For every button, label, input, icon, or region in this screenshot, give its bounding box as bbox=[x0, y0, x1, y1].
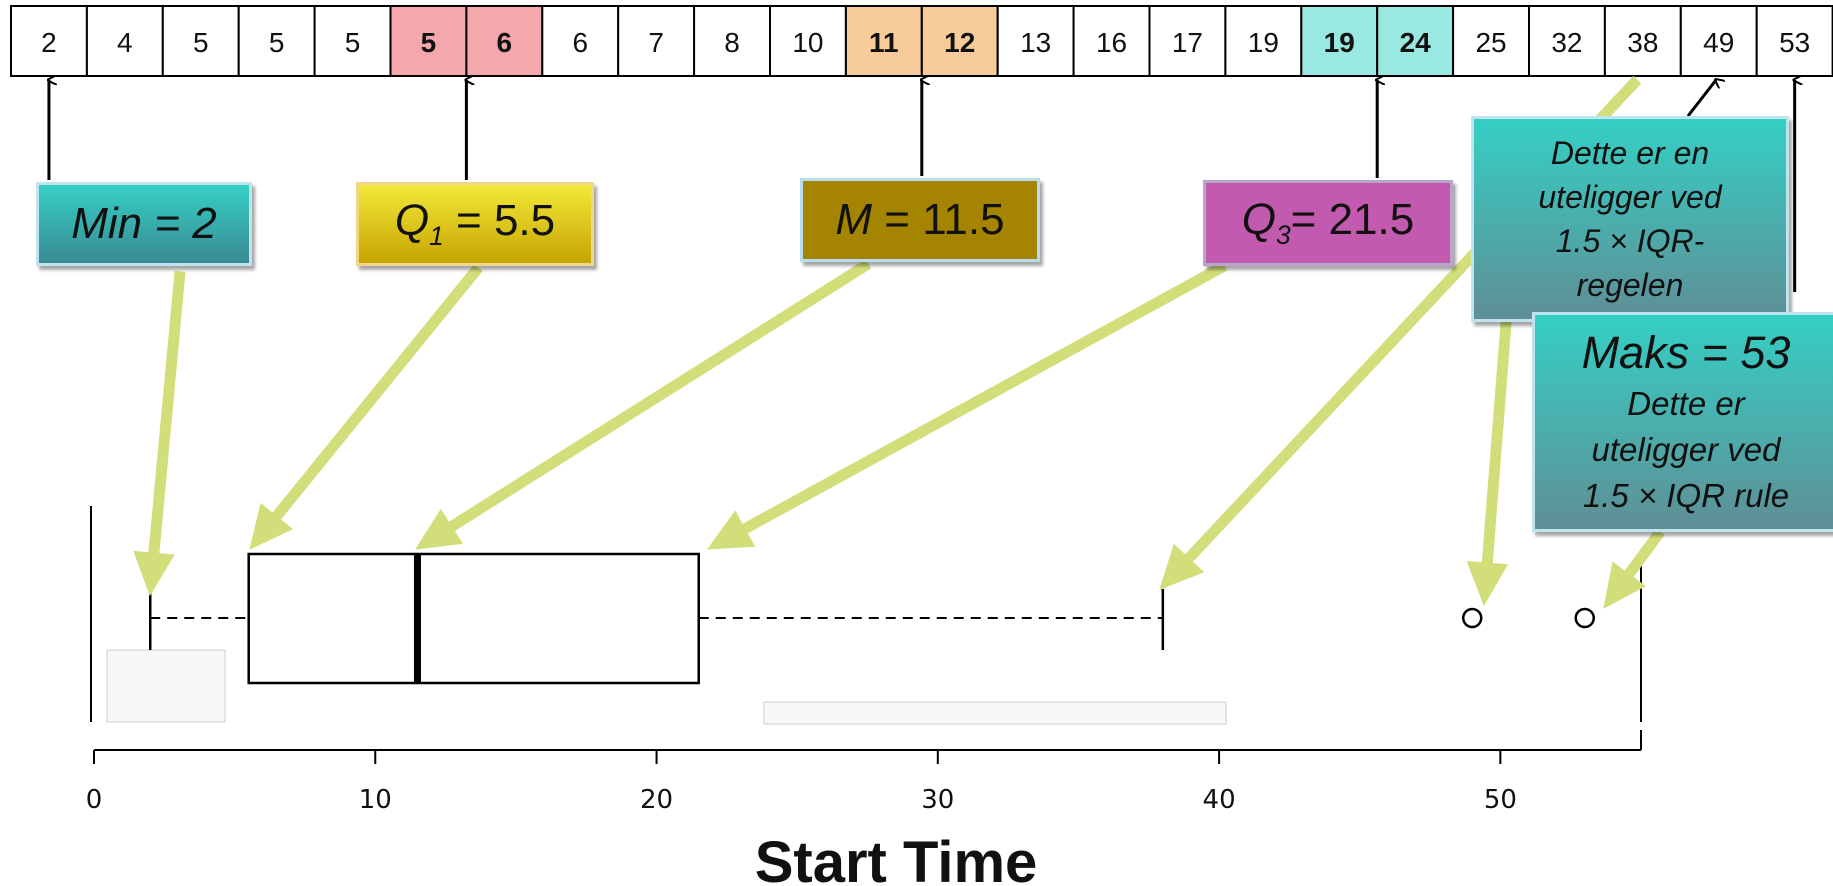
min-label-text: Min = 2 bbox=[71, 199, 217, 248]
data-cell-value: 2 bbox=[41, 27, 57, 58]
min-label: Min = 2 bbox=[36, 182, 252, 266]
data-cell-value: 53 bbox=[1779, 27, 1810, 58]
index-arrows bbox=[49, 80, 1795, 292]
data-cell-value: 10 bbox=[792, 27, 823, 58]
callout-arrow bbox=[1603, 528, 1665, 609]
data-cell bbox=[1224, 5, 1303, 77]
data-cell-value: 19 bbox=[1248, 27, 1279, 58]
data-cell-value: 4 bbox=[117, 27, 133, 58]
x-tick-label: 50 bbox=[1484, 785, 1517, 815]
data-cell bbox=[313, 5, 392, 77]
data-cell-value: 5 bbox=[345, 27, 361, 58]
data-cell-value: 49 bbox=[1703, 27, 1734, 58]
max-line: 1.5 × IQR rule bbox=[1582, 477, 1790, 514]
data-cell bbox=[844, 5, 923, 77]
data-cell bbox=[769, 5, 847, 77]
data-cell bbox=[1148, 5, 1227, 77]
data-cell-value: 38 bbox=[1627, 27, 1658, 58]
data-cell-value: 5 bbox=[421, 27, 437, 58]
x-tick-label: 0 bbox=[86, 785, 103, 815]
q1-label-text: Q1 = 5.5 bbox=[394, 196, 556, 251]
q3-label-text: Q3= 21.5 bbox=[1241, 195, 1415, 250]
data-cell bbox=[10, 5, 88, 77]
data-cell bbox=[1603, 5, 1682, 77]
data-cell-value: 6 bbox=[572, 27, 588, 58]
data-cell-value: 7 bbox=[648, 27, 664, 58]
callout-arrow bbox=[706, 260, 1228, 550]
data-cell bbox=[541, 5, 620, 77]
data-cell-value: 5 bbox=[193, 27, 209, 58]
data-cell bbox=[1376, 5, 1455, 77]
data-cell-value: 16 bbox=[1096, 27, 1127, 58]
data-cell-value: 17 bbox=[1172, 27, 1203, 58]
data-cell bbox=[85, 5, 164, 77]
data-cell bbox=[1755, 5, 1833, 77]
max-label: Maks = 53 Dette er uteligger ved 1.5 × I… bbox=[1532, 312, 1833, 532]
x-tick-label: 40 bbox=[1203, 785, 1236, 815]
data-cell-value: 6 bbox=[497, 27, 513, 58]
x-axis-title: Start Time bbox=[755, 830, 1038, 886]
data-cell-value: 32 bbox=[1551, 27, 1582, 58]
outlier-line: Dette er en bbox=[1550, 135, 1710, 171]
x-tick-label: 20 bbox=[640, 785, 673, 815]
boxplot-plot: 0 10 20 30 40 50 Start Time bbox=[86, 506, 1642, 886]
callout-arrow bbox=[415, 259, 872, 550]
outlier-point bbox=[1461, 607, 1483, 629]
legend-placeholder bbox=[763, 701, 1227, 725]
max-line: Dette er bbox=[1627, 385, 1745, 422]
callout-arrow bbox=[133, 270, 186, 597]
outlier-line: regelen bbox=[1576, 267, 1684, 303]
x-tick-label: 10 bbox=[359, 785, 392, 815]
data-cell-value: 12 bbox=[944, 27, 975, 58]
data-cell-value: 19 bbox=[1324, 27, 1355, 58]
data-cell bbox=[1072, 5, 1151, 77]
max-title: Maks = 53 bbox=[1581, 327, 1791, 378]
median-label: M = 11.5 bbox=[800, 178, 1040, 262]
q3-label: Q3= 21.5 bbox=[1203, 180, 1453, 266]
outlier-line: 1.5 × IQR- bbox=[1555, 223, 1705, 259]
arrow-line bbox=[1686, 80, 1716, 117]
outlier-point bbox=[1574, 607, 1595, 629]
data-cell bbox=[920, 5, 999, 77]
data-cell-value: 8 bbox=[724, 27, 740, 58]
sorted-data-row: 2 4 5 5 5 5 6 6 7 8 10 11 12 13 16 17 19 19 24 25 32 38 49 53 bbox=[10, 5, 1833, 77]
max-line: uteligger ved bbox=[1591, 431, 1781, 468]
data-cell bbox=[996, 5, 1075, 77]
data-cell-value: 5 bbox=[269, 27, 285, 58]
callout-arrows bbox=[133, 75, 1665, 609]
outlier-line: uteligger ved bbox=[1538, 179, 1722, 215]
outlier-label: Dette er en uteligger ved 1.5 × IQR- reg… bbox=[1471, 116, 1789, 322]
data-cell-value: 24 bbox=[1400, 27, 1432, 58]
median-label-text: M = 11.5 bbox=[835, 195, 1005, 244]
data-cell bbox=[1528, 5, 1606, 77]
legend-placeholder bbox=[106, 649, 226, 723]
callout-arrow bbox=[249, 264, 483, 550]
data-cell-value: 13 bbox=[1020, 27, 1051, 58]
data-cell bbox=[1679, 5, 1758, 77]
data-cell bbox=[1300, 5, 1379, 77]
data-cell-value: 11 bbox=[869, 27, 899, 58]
data-cell bbox=[617, 5, 696, 77]
data-cell bbox=[465, 5, 544, 77]
data-cell-value: 25 bbox=[1475, 27, 1506, 58]
iqr-box bbox=[247, 552, 700, 685]
x-tick-label: 30 bbox=[921, 785, 954, 815]
q1-label: Q1 = 5.5 bbox=[356, 182, 594, 266]
data-cell bbox=[161, 5, 240, 77]
